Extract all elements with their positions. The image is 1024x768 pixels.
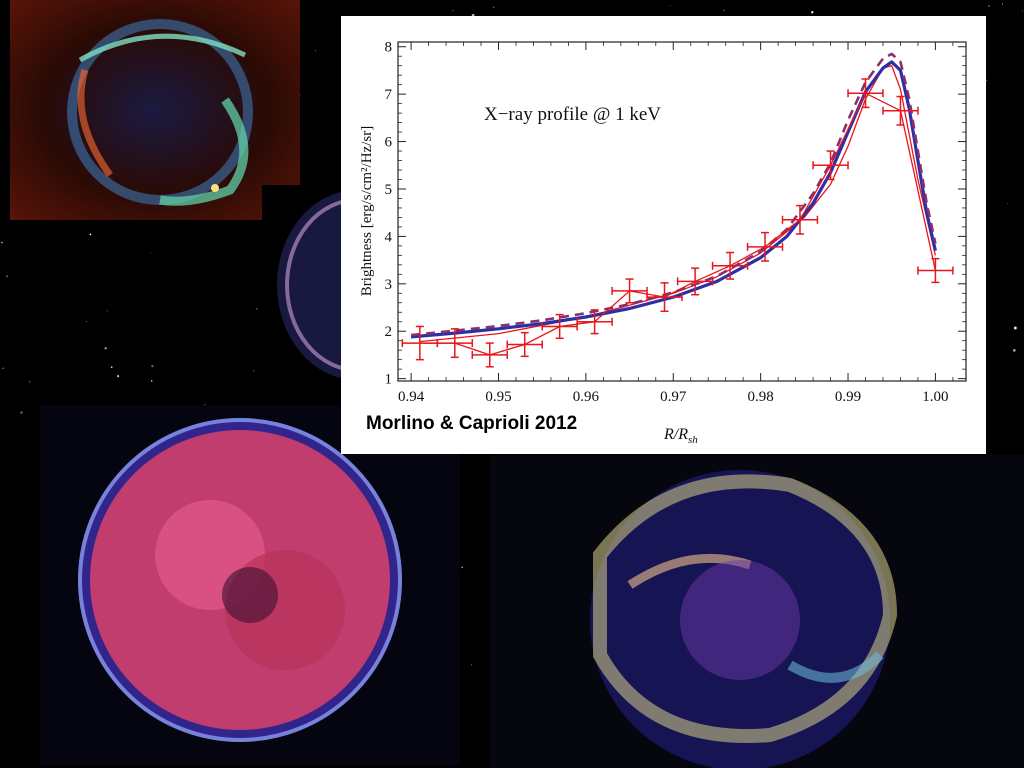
error-bar-point [401,325,439,361]
x-tick-labels: 0.94 0.95 0.96 0.97 0.98 0.99 1.00 [398,389,949,405]
star-dot [470,664,473,666]
x-axis-label-sub: sh [688,434,698,446]
error-bar-point [711,251,749,280]
star-dot [104,347,107,350]
plot-frame [397,41,967,382]
error-bar-point [746,231,784,262]
star-dot [669,5,671,7]
star-dot [20,411,23,414]
supernova-remnant-image-bottom-left [40,405,460,765]
y-tick-label: 3 [385,277,393,293]
star-dot [255,307,258,310]
star-dot [1012,349,1016,352]
star-dot [89,233,92,236]
chart-panel: 0.94 0.95 0.96 0.97 0.98 0.99 1.00 1 2 3 4 5 6 7 8 X−… [341,16,986,454]
error-bar-point [676,267,714,296]
error-bar-point [436,328,474,359]
supernova-remnant-image-bottom-right [490,455,1024,768]
star-dot [110,366,113,368]
error-bar-point [471,342,508,368]
x-tick-label: 1.00 [922,389,948,405]
star-dot [6,275,9,278]
star-dot [1006,202,1008,204]
y-tick-label: 4 [385,229,393,245]
star-dot [151,364,154,368]
x-tick-label: 0.96 [573,389,600,405]
star-dot [1001,3,1004,5]
star-dot [811,10,814,14]
error-bar-point [847,78,884,109]
y-tick-label: 1 [385,372,393,388]
y-tick-label: 2 [385,324,393,340]
error-bar-point [611,278,648,304]
error-bar-point [576,309,613,335]
star-dot [461,566,463,569]
star-dot [28,380,31,383]
star-dot [1013,326,1017,330]
error-bar-point [882,95,919,126]
xray-profile-chart: 0.94 0.95 0.96 0.97 0.98 0.99 1.00 1 2 3 4 5 6 7 8 X−… [359,40,967,446]
error-bar-point [781,204,819,235]
star-dot [150,252,152,254]
error-bar-point [917,257,954,284]
error-bar-point [812,150,849,181]
remnant-tycho-picture [78,418,402,742]
x-axis-label-main: R/R [663,426,688,443]
star-dot [253,370,255,372]
star-dot [471,13,475,17]
y-tick-label: 8 [385,40,393,56]
star-dot [723,9,725,11]
y-tick-label: 6 [385,135,393,151]
error-bar-point [506,331,543,358]
star-dot [2,367,4,370]
y-axis-label: Brightness [erg/s/cm²/Hz/sr] [359,126,375,296]
star-dot [1022,10,1023,12]
citation-text: Morlino & Caprioli 2012 [366,413,578,434]
remnant-partial-picture [277,190,347,380]
remnant-rcw86-picture [67,19,253,206]
star-dot [106,310,109,312]
error-bar-point [646,282,683,313]
series-layer [401,52,954,368]
model-curve-solid [410,60,937,339]
star-dot [116,374,120,378]
chart-title: X−ray profile @ 1 keV [484,104,661,125]
x-axis-label: R/Rsh [663,426,698,446]
x-tick-label: 0.98 [748,389,774,405]
supernova-remnant-image-middle-left [262,185,347,380]
remnant-cas-a-picture [590,470,898,768]
star-dot [1,241,3,244]
data-connecting-line [419,92,937,356]
star-dot [452,10,454,12]
supernova-remnant-image-top-left [10,0,300,220]
y-tick-labels: 1 2 3 4 5 6 7 8 [385,40,393,388]
star-dot [493,6,495,8]
y-tick-label: 5 [385,182,393,198]
x-tick-label: 0.95 [485,389,511,405]
x-tick-label: 0.97 [660,389,687,405]
model-curve-dashed [410,52,937,337]
star-dot [151,380,153,382]
x-tick-label: 0.94 [398,389,425,405]
star-dot [315,50,316,52]
axis-ticks [398,42,966,381]
y-tick-label: 7 [385,87,393,103]
x-tick-label: 0.99 [835,389,861,405]
star-dot [86,320,88,322]
star-dot [988,5,990,7]
